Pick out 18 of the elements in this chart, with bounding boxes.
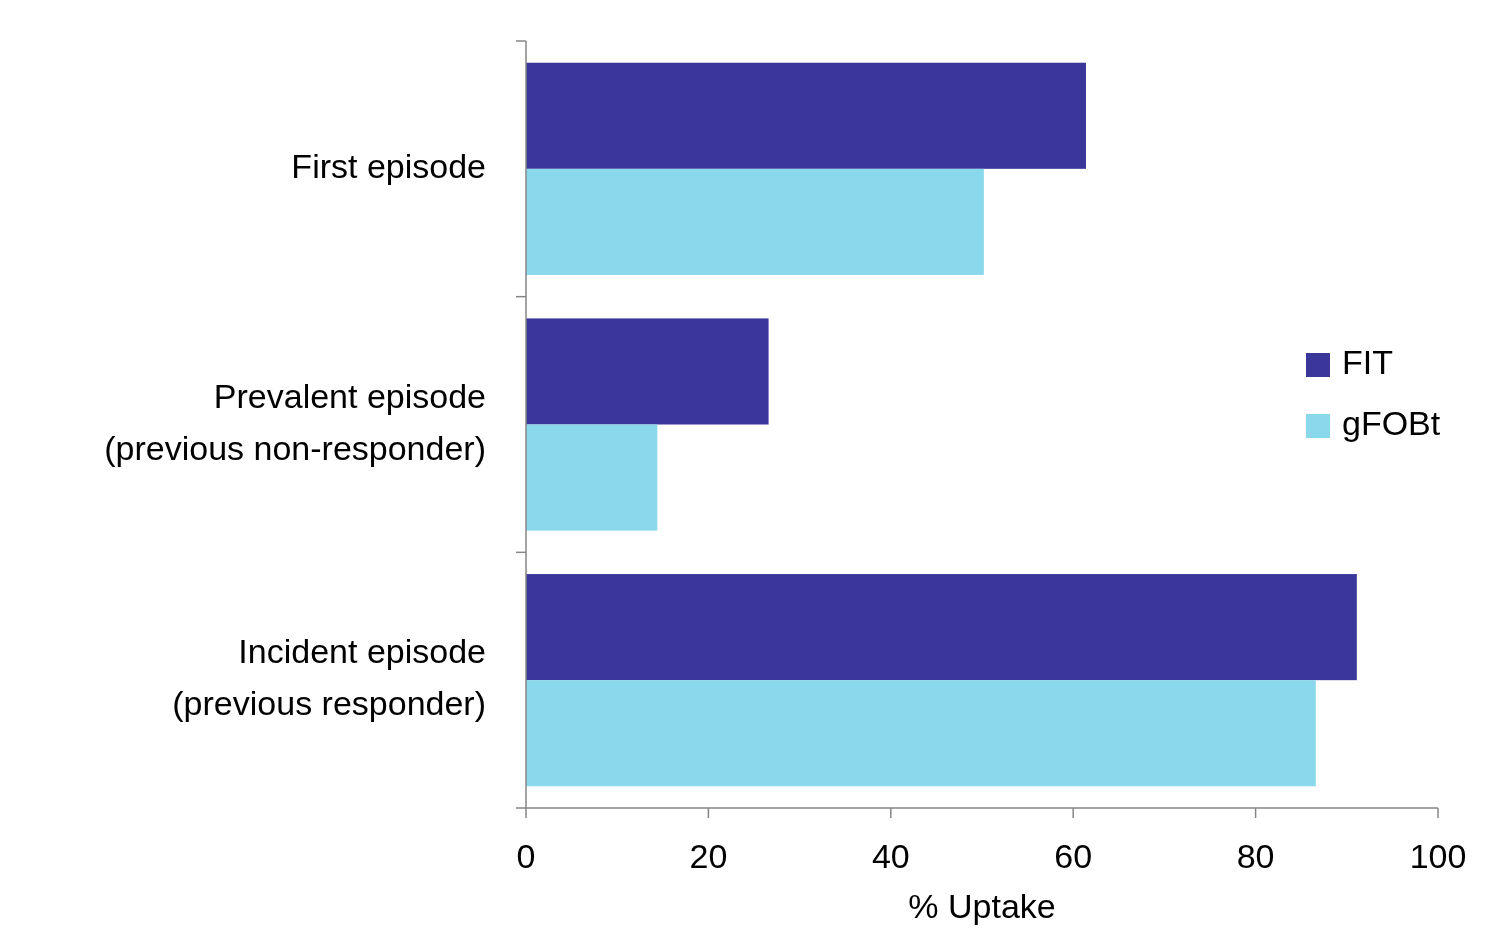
bar <box>526 318 769 425</box>
x-axis-title: % Uptake <box>908 887 1056 925</box>
y-tick-label: First episode <box>291 146 486 185</box>
x-tick-label: 60 <box>1054 837 1093 875</box>
bar <box>526 62 1086 169</box>
y-tick-label: Prevalent episode (previous non-responder) <box>104 376 486 467</box>
bar <box>526 574 1357 681</box>
legend-label: gFOBt <box>1342 403 1441 442</box>
bar <box>526 424 658 531</box>
y-tick-label: Incident episode (previous responder) <box>172 632 486 723</box>
legend-label: FIT <box>1342 342 1393 381</box>
x-tick-label: 80 <box>1236 837 1275 875</box>
x-tick-label: 20 <box>689 837 728 875</box>
x-tick-label: 100 <box>1409 837 1467 875</box>
x-tick-label: 40 <box>871 837 910 875</box>
bar <box>526 168 984 275</box>
x-tick-label: 0 <box>516 837 536 875</box>
bar <box>526 680 1316 787</box>
